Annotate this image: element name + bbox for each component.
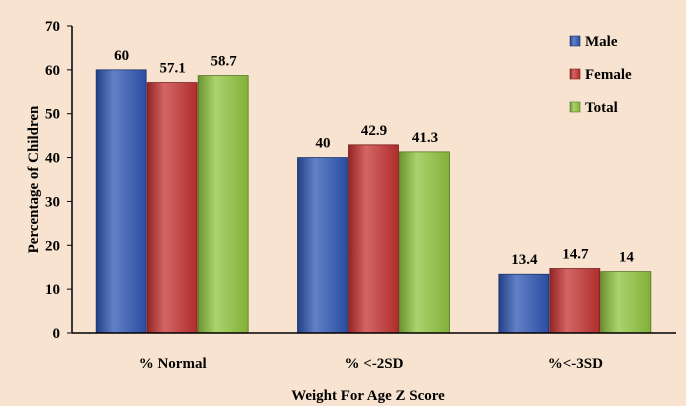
y-tick-label: 30 (45, 194, 60, 210)
y-tick-label: 20 (45, 238, 60, 254)
x-category-label: % Normal (139, 356, 207, 372)
y-axis-ticks: 0 10 20 30 40 50 60 70 (45, 19, 72, 342)
bar-total-2sd (399, 151, 450, 334)
legend-swatch-total (569, 101, 581, 113)
data-label-female-normal: 57.1 (160, 61, 186, 77)
data-label-male-2sd: 40 (316, 136, 331, 152)
bar-total-normal (197, 75, 249, 334)
bar-male-3sd (498, 273, 550, 334)
legend-label-total: Total (585, 100, 618, 116)
bar-female-2sd (348, 144, 399, 334)
legend-swatch-female (569, 68, 581, 80)
x-category-label: % <-2SD (345, 356, 404, 372)
data-label-female-3sd: 14.7 (562, 247, 589, 263)
y-axis-title: Percentage of Children (26, 105, 42, 253)
y-tick-label: 10 (45, 282, 60, 298)
data-label-total-normal: 58.7 (211, 54, 238, 70)
legend-swatch-male (569, 35, 581, 47)
legend-label-male: Male (585, 34, 618, 50)
data-label-male-normal: 60 (114, 48, 129, 64)
x-axis-categories: % Normal % <-2SD %<-3SD (139, 356, 603, 372)
bar-male-normal (95, 69, 147, 334)
legend-label-female: Female (585, 67, 632, 83)
bar-series-group (95, 69, 652, 334)
bar-female-normal (146, 82, 198, 334)
bar-female-3sd (549, 268, 601, 334)
y-tick-label: 50 (45, 107, 60, 123)
x-category-label: %<-3SD (548, 356, 603, 372)
x-axis-title: Weight For Age Z Score (291, 388, 445, 404)
y-tick-label: 60 (45, 63, 60, 79)
bar-male-2sd (297, 157, 348, 334)
data-label-female-2sd: 42.9 (361, 123, 387, 139)
y-tick-label: 70 (45, 19, 60, 35)
bar-total-3sd (600, 271, 652, 334)
data-labels-group: 60 57.1 58.7 40 42.9 41.3 13.4 14.7 14 (114, 48, 634, 268)
data-label-male-3sd: 13.4 (511, 252, 538, 268)
y-tick-label: 0 (53, 326, 61, 342)
data-label-total-3sd: 14 (619, 250, 635, 266)
chart-legend: Male Female Total (569, 34, 632, 116)
y-tick-label: 40 (45, 151, 60, 167)
data-label-total-2sd: 41.3 (412, 130, 438, 146)
